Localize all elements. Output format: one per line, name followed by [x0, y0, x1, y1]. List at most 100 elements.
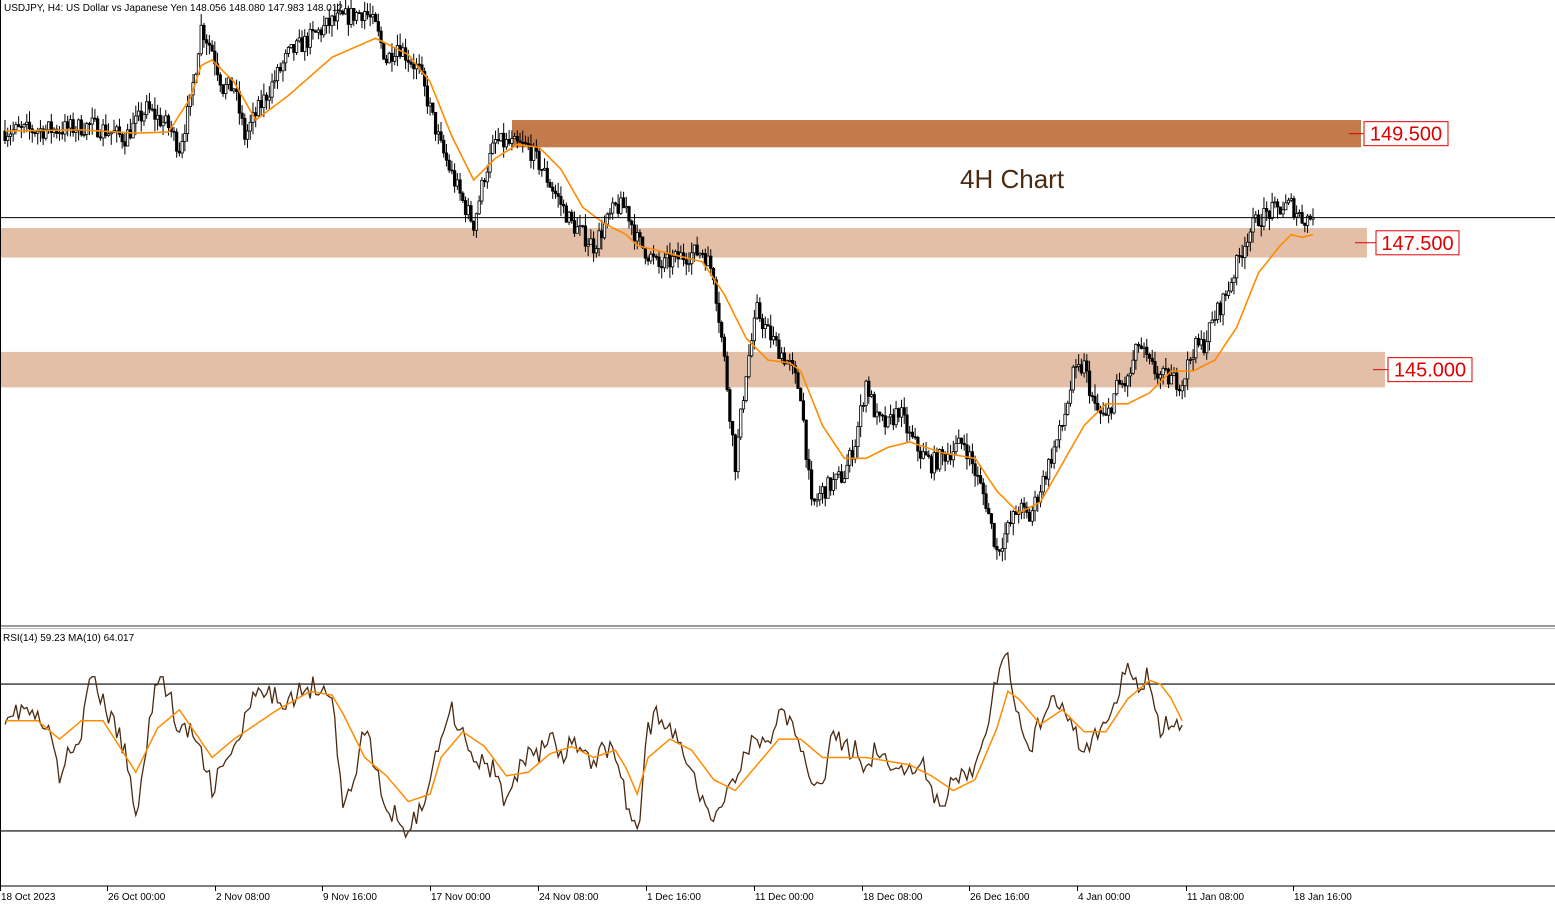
candle — [8, 125, 13, 146]
candle — [1063, 402, 1067, 431]
candle — [134, 105, 138, 136]
candle — [131, 112, 135, 139]
x-tick-label-9: 26 Dec 16:00 — [970, 892, 1030, 903]
candle — [104, 114, 108, 139]
candle — [777, 333, 781, 359]
candle — [1256, 209, 1261, 227]
candle — [1000, 537, 1004, 562]
candle — [651, 245, 656, 265]
candle — [1169, 364, 1173, 385]
moving-average-line — [5, 37, 1314, 514]
candle — [1275, 198, 1280, 219]
candle — [1191, 349, 1195, 372]
candle — [27, 111, 32, 140]
candle — [796, 368, 800, 389]
candle — [106, 123, 111, 137]
rsi-label: RSI(14) 59.23 MA(10) 64.017 — [3, 633, 135, 644]
candle — [725, 351, 729, 393]
candle — [801, 392, 806, 423]
candle — [215, 52, 220, 81]
candle — [1134, 343, 1138, 370]
candle — [480, 177, 484, 205]
candle — [1147, 352, 1152, 365]
candle — [49, 113, 53, 144]
candle — [71, 112, 75, 137]
candle — [365, 3, 370, 20]
rsi-panel[interactable]: RSI(14) 59.23 MA(10) 64.017 — [0, 633, 1555, 839]
candle — [962, 434, 966, 451]
candle — [741, 396, 746, 413]
candle — [294, 38, 299, 55]
candle — [1205, 330, 1209, 360]
candle — [153, 97, 157, 132]
candle — [747, 344, 751, 379]
candle — [1145, 338, 1149, 362]
symbol-info: USDJPY, H4: US Dollar vs Japanese Yen 14… — [4, 3, 343, 14]
candle — [335, 3, 340, 30]
candle — [992, 522, 996, 549]
candle — [202, 22, 206, 48]
candle — [1284, 194, 1288, 211]
candle — [14, 121, 18, 135]
candle — [559, 186, 563, 217]
candle — [433, 111, 438, 141]
candle — [1126, 373, 1130, 397]
candle — [1085, 354, 1089, 383]
x-tick-label-6: 1 Dec 16:00 — [647, 892, 701, 903]
candle — [79, 114, 83, 137]
candle — [267, 86, 271, 110]
candle — [613, 201, 618, 207]
candle — [442, 134, 446, 158]
candle — [518, 132, 522, 143]
candle — [1194, 336, 1198, 364]
candle — [523, 135, 528, 147]
support-resistance-zones — [0, 120, 1385, 388]
candle — [657, 252, 661, 274]
candle — [1006, 520, 1010, 543]
candle — [491, 134, 495, 155]
candle — [311, 21, 315, 40]
candle — [553, 184, 558, 199]
candle — [1292, 195, 1296, 221]
x-tick-label-7: 11 Dec 00:00 — [755, 892, 814, 903]
candle — [1232, 274, 1236, 295]
zone-label-0: 149.500 — [1370, 124, 1442, 146]
candle — [611, 197, 615, 220]
candle — [1207, 322, 1212, 351]
candle — [717, 291, 721, 334]
candle — [431, 102, 435, 116]
candle — [927, 450, 931, 459]
candle — [859, 394, 863, 438]
candle — [1281, 201, 1285, 218]
candle — [562, 199, 566, 214]
candle — [630, 219, 634, 235]
candle — [807, 448, 811, 480]
candle — [363, 1, 367, 30]
candle — [175, 128, 179, 158]
candle — [158, 107, 162, 128]
candle — [117, 118, 122, 138]
candle — [281, 60, 285, 82]
candle — [1243, 236, 1247, 269]
candle — [834, 473, 838, 490]
price-panel[interactable]: 149.500 147.500 145.000 USDJPY, H4: US Dol… — [0, 0, 1555, 562]
candle — [474, 212, 479, 238]
x-tick-label-12: 18 Jan 16:00 — [1294, 892, 1352, 903]
candle — [354, 10, 359, 25]
candle — [856, 421, 860, 459]
candle — [910, 425, 915, 439]
candle — [662, 252, 667, 273]
candle — [861, 402, 865, 412]
candle — [1117, 372, 1122, 385]
candle — [1022, 497, 1026, 519]
candle — [839, 464, 844, 484]
candle — [1057, 420, 1062, 449]
candle — [902, 397, 906, 424]
candle — [989, 512, 994, 529]
candle — [709, 249, 713, 277]
candle — [818, 485, 822, 506]
candle — [1115, 373, 1119, 396]
candle — [322, 15, 326, 38]
candle — [1003, 522, 1007, 561]
